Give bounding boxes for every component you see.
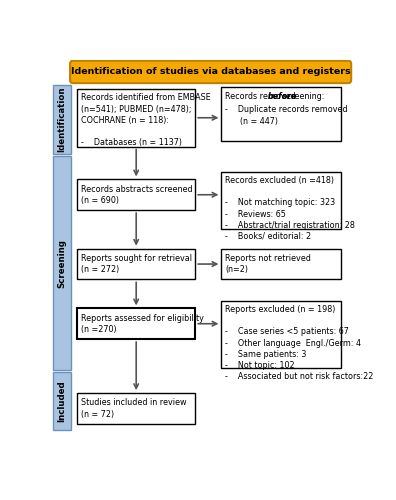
FancyBboxPatch shape [221,248,341,280]
FancyBboxPatch shape [77,248,195,280]
FancyBboxPatch shape [77,393,195,424]
Text: screening:: screening: [280,92,324,100]
Text: Reports assessed for eligibility
(n =270): Reports assessed for eligibility (n =270… [81,314,204,334]
Text: Reports excluded (n = 198)

-    Case series <5 patients: 67
-    Other language: Reports excluded (n = 198) - Case series… [225,305,374,381]
FancyBboxPatch shape [221,172,341,230]
Text: Records excluded (n =418)

-    Not matching topic: 323
-    Reviews: 65
-    Ab: Records excluded (n =418) - Not matching… [225,176,355,241]
FancyBboxPatch shape [77,308,195,339]
FancyBboxPatch shape [53,372,71,430]
Text: Studies included in review
(n = 72): Studies included in review (n = 72) [81,398,187,418]
FancyBboxPatch shape [77,180,195,210]
Text: -    Duplicate records removed
      (n = 447): - Duplicate records removed (n = 447) [225,106,348,126]
Text: Records removed: Records removed [225,92,299,100]
Text: Records identified from EMBASE
(n=541); PUBMED (n=478);
COCHRANE (n = 118):

-  : Records identified from EMBASE (n=541); … [81,94,211,147]
FancyBboxPatch shape [53,85,71,154]
Text: Screening: Screening [57,238,66,288]
FancyBboxPatch shape [77,89,195,146]
Text: Identification of studies via databases and registers: Identification of studies via databases … [71,68,350,76]
Text: Records abstracts screened
(n = 690): Records abstracts screened (n = 690) [81,184,193,205]
Text: Reports not retrieved
(n=2): Reports not retrieved (n=2) [225,254,311,274]
FancyBboxPatch shape [70,61,351,83]
FancyBboxPatch shape [53,156,71,370]
Text: Included: Included [57,380,66,422]
Text: Reports sought for retrieval
(n = 272): Reports sought for retrieval (n = 272) [81,254,192,274]
FancyBboxPatch shape [221,300,341,368]
FancyBboxPatch shape [221,87,341,141]
Text: before: before [268,92,297,100]
Text: Identification: Identification [57,87,66,152]
